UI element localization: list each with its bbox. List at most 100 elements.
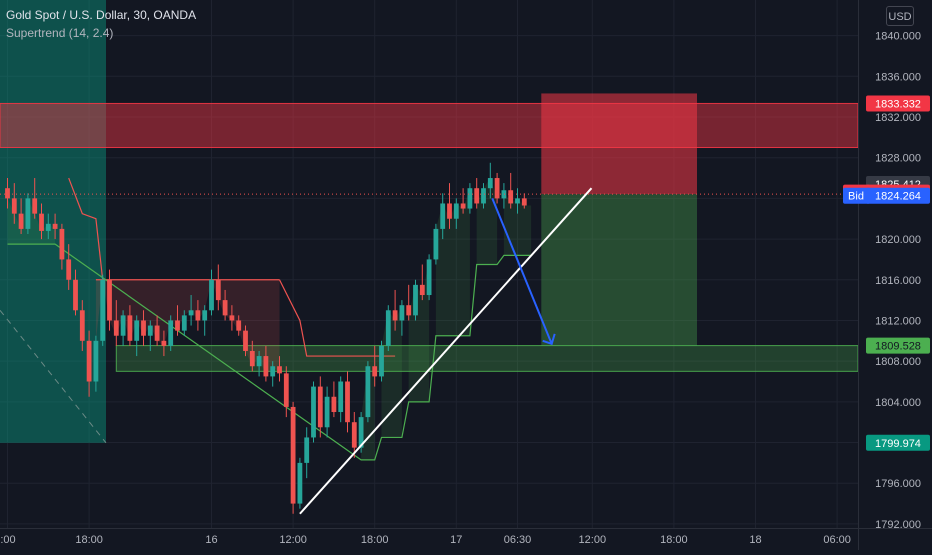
candle-body bbox=[277, 366, 282, 374]
candle-body bbox=[426, 259, 432, 296]
price-tick-label: 1836.000 bbox=[875, 71, 921, 83]
candle-body bbox=[236, 320, 242, 331]
candle-body bbox=[345, 381, 350, 423]
candle bbox=[263, 345, 269, 382]
price-tick-label: 1840.000 bbox=[875, 31, 921, 43]
candle bbox=[311, 381, 316, 443]
projection-arrowhead bbox=[542, 333, 556, 346]
candle-body bbox=[141, 320, 146, 336]
position-stop-area bbox=[541, 93, 697, 195]
price-tag-box bbox=[866, 434, 930, 451]
candle bbox=[52, 213, 58, 240]
time-tick-label: 12:00 bbox=[279, 534, 307, 546]
candle-body bbox=[365, 366, 371, 418]
candle-body bbox=[161, 340, 167, 346]
price-tag-type-box bbox=[843, 187, 870, 204]
candle bbox=[256, 350, 262, 377]
candle bbox=[66, 244, 72, 290]
candle-body bbox=[413, 284, 418, 316]
candle-body bbox=[66, 259, 72, 280]
candle-body bbox=[338, 381, 344, 413]
price-tag-box bbox=[866, 95, 930, 112]
candle bbox=[215, 264, 221, 311]
candle bbox=[100, 274, 106, 346]
candle-body bbox=[440, 203, 446, 229]
candle bbox=[399, 300, 405, 336]
candle bbox=[447, 183, 452, 229]
candle-body bbox=[324, 396, 330, 428]
support-zone bbox=[115, 345, 859, 372]
price-tag: 1799.974 bbox=[866, 434, 930, 451]
candle bbox=[385, 305, 391, 351]
symbol-title[interactable]: Gold Spot / U.S. Dollar, 30, OANDA bbox=[6, 8, 197, 22]
candle bbox=[73, 269, 78, 316]
price-tick-label: 1832.000 bbox=[875, 112, 921, 124]
candle bbox=[481, 183, 486, 209]
indicator-title[interactable]: Supertrend (14, 2.4) bbox=[6, 26, 114, 40]
candle bbox=[5, 178, 10, 209]
candle-body bbox=[175, 320, 180, 331]
candle bbox=[413, 279, 418, 321]
time-tick-label: :00 bbox=[0, 534, 15, 546]
currency-button[interactable]: USD bbox=[886, 6, 914, 26]
price-tick-label: 1812.000 bbox=[875, 315, 921, 327]
candle bbox=[392, 289, 398, 331]
candle-body bbox=[474, 188, 480, 204]
candle bbox=[317, 376, 323, 438]
price-tag-label: 1824.264 bbox=[875, 191, 921, 203]
candle bbox=[365, 361, 371, 423]
time-tick-label: 18:00 bbox=[361, 534, 389, 546]
candle-body bbox=[467, 188, 473, 209]
candle-body bbox=[100, 279, 106, 341]
candle-body bbox=[188, 310, 194, 316]
candles bbox=[5, 162, 527, 514]
candle-body bbox=[521, 198, 527, 206]
time-tick-label: 17 bbox=[450, 534, 462, 546]
candle-body bbox=[270, 366, 276, 377]
candle bbox=[154, 315, 160, 346]
supertrend-down-fill bbox=[95, 279, 280, 377]
price-tick-label: 1828.000 bbox=[875, 153, 921, 165]
candle bbox=[209, 269, 214, 316]
supertrend-down-line bbox=[278, 279, 396, 357]
candle bbox=[290, 401, 296, 514]
candle bbox=[338, 376, 344, 423]
candle-body bbox=[351, 422, 357, 448]
candle-body bbox=[453, 203, 459, 219]
candle-body bbox=[25, 198, 31, 229]
candle-body bbox=[249, 350, 255, 367]
candle bbox=[501, 183, 507, 209]
candle-body bbox=[168, 320, 174, 346]
trendline bbox=[299, 187, 593, 515]
supertrend-up-line bbox=[7, 243, 532, 461]
candle bbox=[25, 193, 31, 234]
price-tag: 1833.332 bbox=[866, 95, 930, 112]
candle bbox=[440, 193, 446, 240]
candle-body bbox=[317, 386, 323, 428]
candle bbox=[188, 295, 194, 326]
candle bbox=[351, 412, 357, 458]
candle-body bbox=[372, 366, 378, 377]
candle-body bbox=[120, 315, 126, 336]
price-tick-label: 1796.000 bbox=[875, 478, 921, 490]
candle bbox=[521, 193, 527, 209]
candle bbox=[79, 300, 85, 351]
candle bbox=[304, 427, 310, 479]
candle-body bbox=[501, 190, 507, 199]
candle bbox=[229, 305, 235, 331]
candle bbox=[324, 386, 330, 438]
candle-body bbox=[392, 310, 398, 321]
candle bbox=[181, 310, 187, 336]
price-tag: 1824.264 Bid bbox=[843, 187, 930, 204]
candle bbox=[283, 366, 289, 418]
supertrend-down-line bbox=[68, 177, 104, 280]
candle bbox=[45, 213, 51, 240]
candle bbox=[345, 371, 350, 433]
candle-body bbox=[107, 279, 112, 321]
candle-body bbox=[481, 188, 486, 204]
candle-body bbox=[5, 188, 10, 199]
candle-body bbox=[297, 462, 303, 504]
candle-body bbox=[460, 203, 466, 209]
